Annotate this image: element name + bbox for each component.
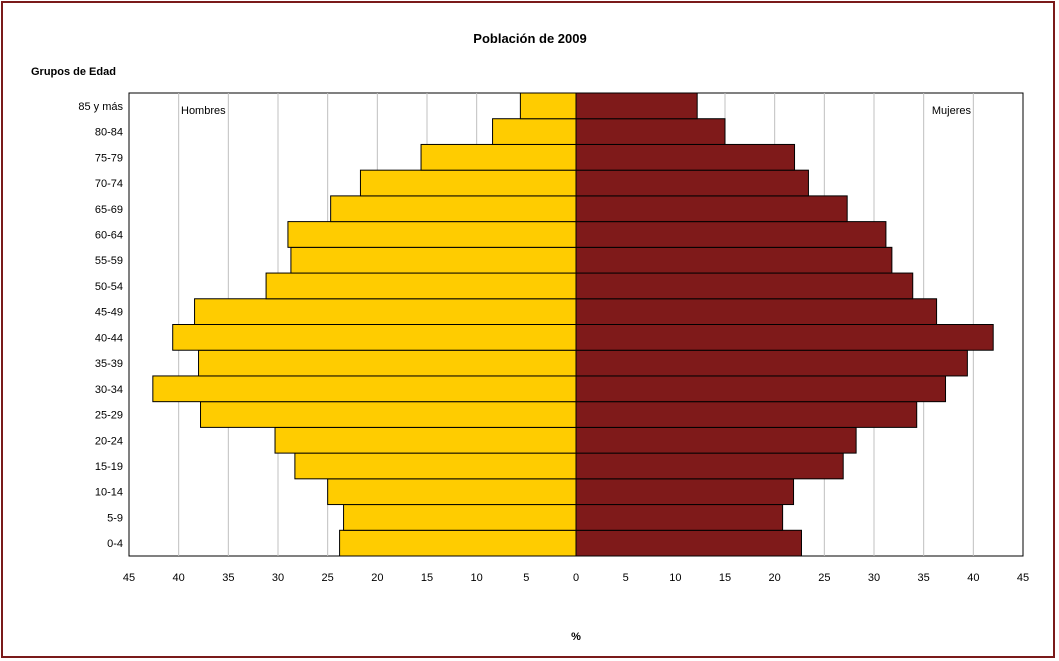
x-tick-label: 35 <box>918 572 930 584</box>
bar-hombres-85-y-más <box>519 92 577 120</box>
bar-hombres-30-34 <box>152 375 577 403</box>
y-tick-label: 25-29 <box>95 410 123 422</box>
y-tick-label: 5-9 <box>107 512 123 524</box>
y-axis-title: Grupos de Edad <box>31 66 116 78</box>
x-tick-label: 45 <box>123 572 135 584</box>
bar-mujeres-50-54 <box>575 272 914 300</box>
y-tick-label: 50-54 <box>95 281 123 293</box>
bar-hombres-80-84 <box>492 118 577 145</box>
bar-hombres-70-74 <box>359 169 577 197</box>
x-tick-label: 30 <box>272 572 284 584</box>
bar-hombres-40-44 <box>172 324 577 351</box>
y-tick-label: 60-64 <box>95 229 123 241</box>
bar-hombres-55-59 <box>290 246 577 274</box>
x-tick-label: 40 <box>967 572 979 584</box>
bar-mujeres-15-19 <box>575 452 844 480</box>
x-tick-label: 25 <box>818 572 830 584</box>
y-tick-label: 20-24 <box>95 435 123 447</box>
y-tick-label: 55-59 <box>95 255 123 267</box>
bar-mujeres-70-74 <box>575 169 809 197</box>
bar-mujeres-85-y-más <box>575 92 698 120</box>
x-tick-label: 5 <box>523 572 529 584</box>
series-label-hombres: Hombres <box>181 105 226 117</box>
bar-hombres-20-24 <box>274 426 577 454</box>
bar-mujeres-5-9 <box>575 504 784 531</box>
bar-mujeres-25-29 <box>575 401 918 428</box>
bar-hombres-25-29 <box>200 401 577 428</box>
bar-mujeres-65-69 <box>575 195 848 223</box>
bar-hombres-45-49 <box>194 298 577 325</box>
x-tick-labels: 45 40 35 30 25 20 15 10 5 0 5 10 15 20 25 30 35 40 45 <box>123 572 1029 584</box>
bar-hombres-65-69 <box>330 195 577 223</box>
bar-mujeres-0-4 <box>575 529 802 557</box>
bar-hombres-35-39 <box>198 349 577 377</box>
x-tick-label: 5 <box>623 572 629 584</box>
bar-mujeres-35-39 <box>575 349 968 377</box>
x-tick-label: 25 <box>322 572 334 584</box>
y-tick-label: 30-34 <box>95 384 123 396</box>
bar-mujeres-10-14 <box>575 478 795 506</box>
chart-title: Población de 2009 <box>473 31 586 46</box>
bars <box>152 92 994 557</box>
bar-mujeres-30-34 <box>575 375 947 403</box>
y-tick-label: 85 y más <box>78 101 123 113</box>
bar-mujeres-20-24 <box>575 426 857 454</box>
x-tick-label: 45 <box>1017 572 1029 584</box>
bar-hombres-60-64 <box>287 221 577 248</box>
bar-mujeres-45-49 <box>575 298 938 325</box>
x-tick-label: 20 <box>371 572 383 584</box>
x-tick-label: 35 <box>222 572 234 584</box>
x-tick-label: 30 <box>868 572 880 584</box>
bar-hombres-10-14 <box>327 478 577 506</box>
x-tick-label: 10 <box>669 572 681 584</box>
bar-mujeres-60-64 <box>575 221 887 248</box>
y-tick-label: 10-14 <box>95 487 123 499</box>
x-tick-label: 40 <box>173 572 185 584</box>
y-tick-label: 15-19 <box>95 461 123 473</box>
bar-mujeres-80-84 <box>575 118 726 145</box>
y-tick-labels: 0-4 5-9 10-14 15-19 20-24 25-29 30-34 35-39 40-4… <box>78 101 123 550</box>
y-tick-label: 0-4 <box>107 538 123 550</box>
x-tick-label: 15 <box>719 572 731 584</box>
y-tick-label: 65-69 <box>95 204 123 216</box>
y-tick-label: 80-84 <box>95 127 123 139</box>
bar-hombres-15-19 <box>294 452 577 480</box>
x-tick-label: 20 <box>769 572 781 584</box>
bar-hombres-75-79 <box>420 143 577 171</box>
x-tick-label: 15 <box>421 572 433 584</box>
bar-hombres-0-4 <box>339 529 577 557</box>
bar-hombres-5-9 <box>343 504 577 531</box>
x-axis-title: % <box>571 631 581 643</box>
x-tick-label: 10 <box>471 572 483 584</box>
bar-mujeres-40-44 <box>575 324 994 351</box>
y-tick-label: 40-44 <box>95 332 123 344</box>
y-tick-label: 70-74 <box>95 178 123 190</box>
y-tick-label: 75-79 <box>95 152 123 164</box>
y-tick-label: 35-39 <box>95 358 123 370</box>
series-label-mujeres: Mujeres <box>932 105 972 117</box>
x-tick-label: 0 <box>573 572 579 584</box>
y-tick-label: 45-49 <box>95 307 123 319</box>
bar-mujeres-55-59 <box>575 246 893 274</box>
bar-hombres-50-54 <box>265 272 577 300</box>
bar-mujeres-75-79 <box>575 143 796 171</box>
